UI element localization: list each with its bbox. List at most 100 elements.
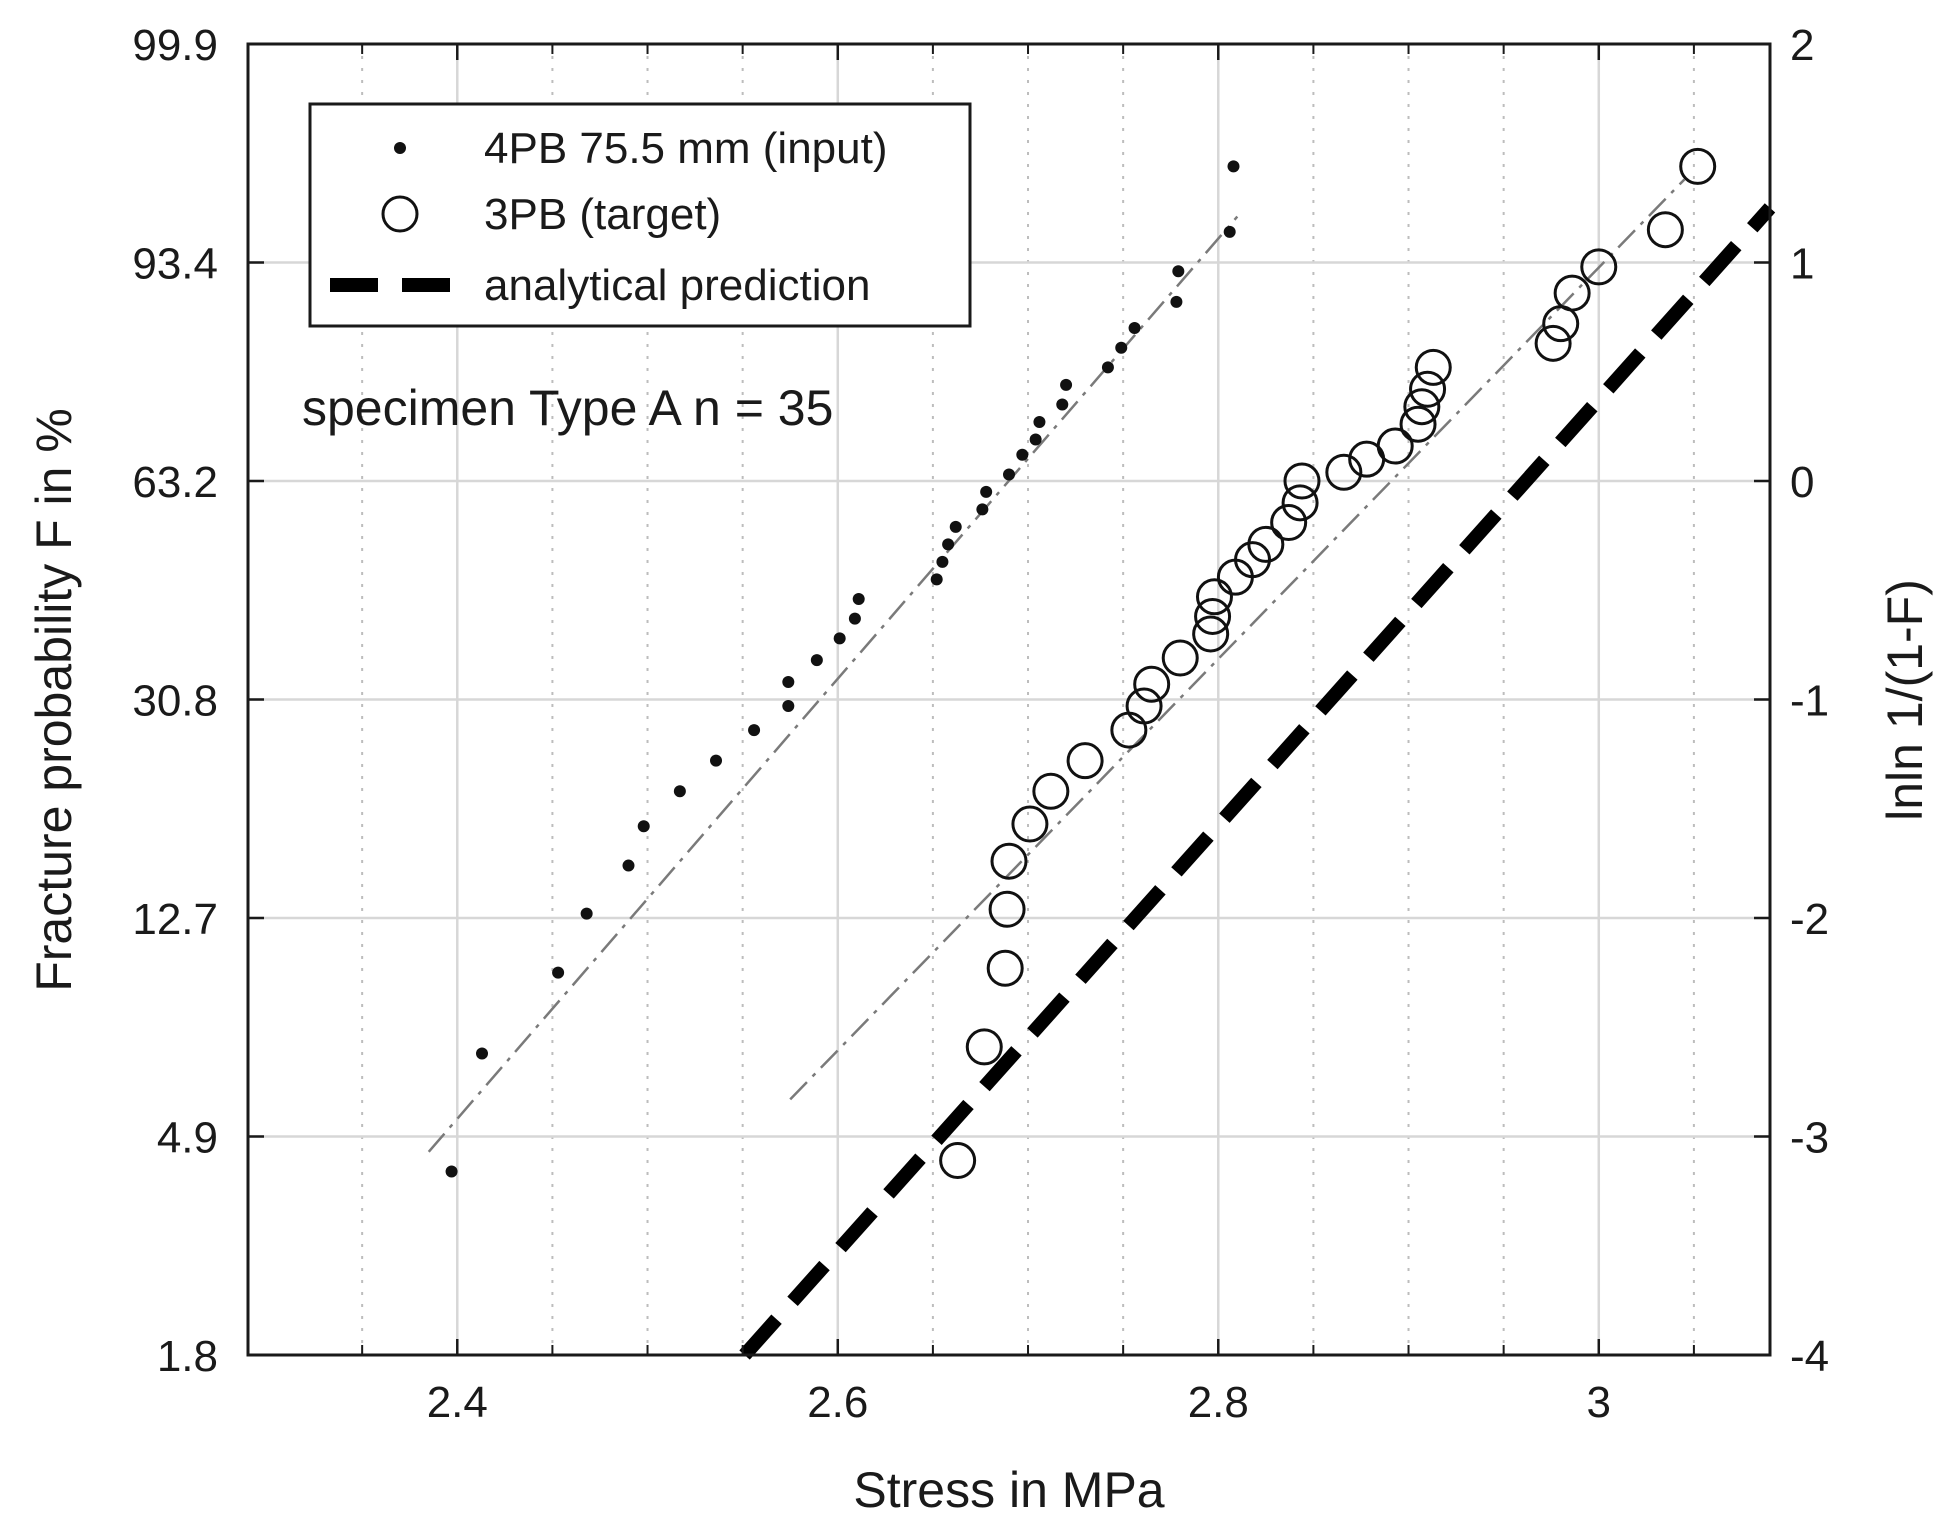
x-tick-label: 2.8: [1188, 1378, 1249, 1427]
input-point: [748, 724, 761, 737]
y-axis-label-left: Fracture probability F in %: [26, 408, 82, 992]
analytical-prediction-line: [739, 203, 1776, 1360]
y-left-tick-label: 93.4: [132, 240, 218, 289]
specimen-annotation: specimen Type A n = 35: [302, 380, 833, 436]
legend-label-input: 4PB 75.5 mm (input): [484, 124, 888, 173]
input-point: [580, 907, 593, 920]
y-left-tick-label: 12.7: [132, 895, 218, 944]
fit-line: [789, 178, 1686, 1101]
target-point: [1192, 615, 1230, 653]
input-point: [1172, 265, 1185, 278]
target-point: [1399, 405, 1437, 443]
y-right-tick-label: 2: [1790, 21, 1814, 70]
input-point: [810, 654, 823, 667]
input-point: [976, 503, 989, 516]
input-point: [673, 785, 686, 798]
input-point: [1223, 225, 1236, 238]
input-point: [622, 859, 635, 872]
input-point: [936, 555, 949, 568]
legend-marker-target: [381, 195, 419, 233]
target-point: [1553, 274, 1591, 312]
axis-ticks: [248, 42, 1770, 1357]
target-point: [1161, 639, 1199, 677]
y-left-tick-label: 99.9: [132, 21, 218, 70]
target-point: [1281, 484, 1319, 522]
x-tick-label: 2.6: [807, 1378, 868, 1427]
input-point: [1003, 468, 1015, 481]
input-point: [552, 966, 565, 979]
input-point: [1128, 322, 1141, 335]
input-point: [1101, 361, 1114, 374]
target-point: [1646, 211, 1684, 249]
x-axis-label: Stress in MPa: [853, 1462, 1164, 1518]
input-point: [833, 632, 846, 645]
legend-marker-input: [394, 142, 406, 154]
input-point: [848, 612, 861, 625]
input-point: [1056, 398, 1069, 411]
input-point: [1060, 378, 1073, 391]
input-point: [476, 1047, 489, 1060]
input-point: [1115, 341, 1128, 354]
input-point: [1170, 295, 1183, 308]
target-point: [939, 1142, 977, 1180]
target-point: [1325, 453, 1363, 491]
target-point: [1403, 388, 1441, 426]
target-point: [1247, 525, 1285, 563]
y-left-tick-label: 30.8: [132, 677, 218, 726]
input-point: [949, 520, 962, 533]
input-point: [782, 700, 795, 713]
x-tick-label: 3: [1587, 1378, 1611, 1427]
target-point: [1195, 578, 1233, 616]
legend-label-target: 3PB (target): [484, 190, 721, 239]
target-point: [1534, 324, 1572, 362]
y-left-tick-label: 1.8: [157, 1332, 218, 1381]
tick-labels: 2.4 2.6 2.8 3 1.8 -4 4.9 -3 12.7 -2 30.8 -1 63.2 0 93.…: [132, 21, 1829, 1427]
input-point: [930, 573, 943, 586]
input-point: [852, 592, 865, 605]
y-right-tick-label: -4: [1790, 1332, 1829, 1381]
target-point: [1283, 462, 1321, 500]
legend: 4PB 75.5 mm (input) 3PB (target) analyti…: [308, 102, 972, 328]
input-point: [710, 754, 723, 767]
input-point: [1227, 160, 1240, 173]
target-point: [1194, 597, 1232, 635]
input-point: [942, 538, 955, 551]
target-point: [1679, 147, 1717, 185]
input-point: [980, 485, 993, 498]
input-point: [445, 1165, 458, 1178]
target-point: [1133, 665, 1171, 703]
target-point: [1580, 248, 1618, 286]
input-point: [1029, 433, 1042, 446]
target-point: [1409, 370, 1447, 408]
target-point: [1376, 427, 1414, 465]
target-point: [1011, 805, 1049, 843]
y-right-tick-label: -2: [1790, 895, 1829, 944]
target-point: [1066, 742, 1104, 780]
input-point: [637, 820, 650, 833]
analytical-prediction-group: [739, 203, 1776, 1360]
y-right-tick-label: -1: [1790, 677, 1829, 726]
x-tick-label: 2.4: [427, 1378, 488, 1427]
y-left-tick-label: 4.9: [157, 1114, 218, 1163]
target-point: [1414, 348, 1452, 386]
target-point: [988, 890, 1026, 928]
y-right-tick-label: 0: [1790, 458, 1814, 507]
fit-line: [427, 215, 1239, 1153]
legend-label-analytical: analytical prediction: [484, 261, 870, 310]
y-axis-label-right: lnln 1/(1-F): [1877, 579, 1933, 821]
target-point: [1270, 504, 1308, 542]
input-point: [782, 676, 795, 689]
target-point: [990, 842, 1028, 880]
target-point: [1125, 687, 1163, 725]
legend-box: [308, 102, 972, 328]
target-point: [1032, 772, 1070, 810]
target-point: [986, 949, 1024, 987]
input-point: [1016, 448, 1029, 461]
target-point: [965, 1028, 1003, 1066]
y-right-tick-label: 1: [1790, 240, 1814, 289]
input-series: [445, 160, 1240, 1178]
input-point: [1033, 416, 1046, 429]
y-left-tick-label: 63.2: [132, 458, 218, 507]
target-series: [939, 147, 1717, 1180]
